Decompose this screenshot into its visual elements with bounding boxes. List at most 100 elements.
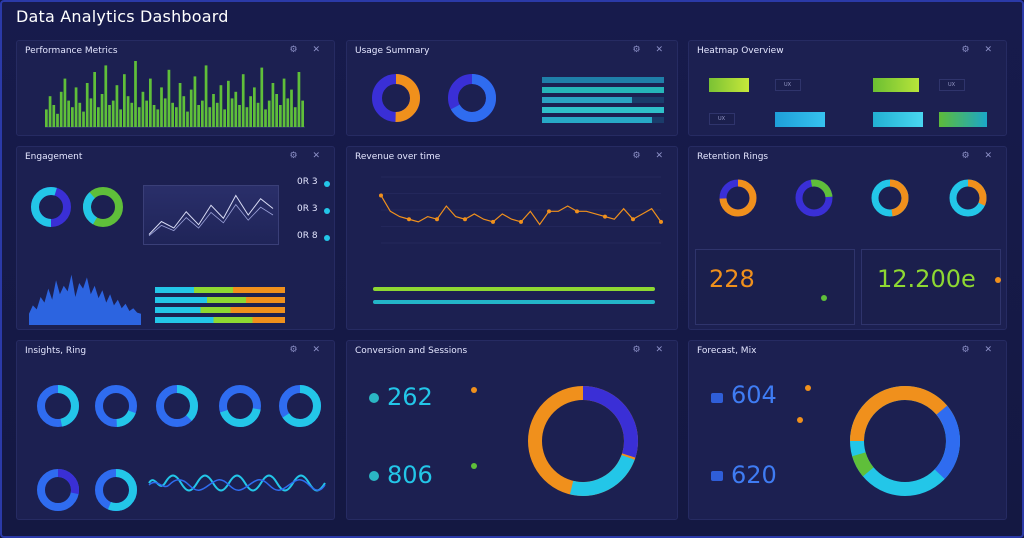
bar xyxy=(52,105,56,127)
bar xyxy=(111,100,115,127)
trend-chart xyxy=(148,194,274,237)
bar xyxy=(78,102,82,127)
panel-title: Usage Summary xyxy=(355,46,430,56)
bar xyxy=(89,98,93,127)
bar xyxy=(85,83,89,127)
panel-insights: Insights, Ring ⚙ ✕ xyxy=(16,340,335,520)
kpi-value: 604 xyxy=(731,381,777,409)
donut-chart xyxy=(37,469,79,511)
data-point xyxy=(575,209,579,214)
panel-actions[interactable]: ⚙ ✕ xyxy=(632,345,669,355)
donut-chart xyxy=(849,386,960,496)
panel-actions[interactable]: ⚙ ✕ xyxy=(289,151,326,161)
donut-chart xyxy=(37,385,79,427)
bar xyxy=(230,98,234,127)
data-point xyxy=(547,209,551,214)
bar xyxy=(156,109,160,127)
panel-title: Retention Rings xyxy=(697,152,769,162)
bar xyxy=(208,107,212,127)
bar xyxy=(145,100,148,127)
bar xyxy=(163,98,167,127)
heat-cell[interactable]: UX xyxy=(939,79,965,91)
bar xyxy=(267,100,271,127)
bar xyxy=(104,65,108,127)
bar xyxy=(301,100,304,127)
bar xyxy=(256,102,260,127)
bag-icon xyxy=(711,393,723,403)
bar xyxy=(141,91,145,127)
panel-retention: Retention Rings ⚙ ✕ 228 12.200e xyxy=(688,146,1007,330)
status-dot xyxy=(324,208,330,214)
heat-cell xyxy=(775,112,825,127)
bar xyxy=(149,78,152,127)
donut-chart xyxy=(95,385,137,427)
status-dot xyxy=(471,387,477,393)
panel-actions[interactable]: ⚙ ✕ xyxy=(289,45,326,55)
bar xyxy=(126,96,130,127)
panel-engagement: Engagement ⚙ ✕ 0R 3 0R 3 0R 8 xyxy=(16,146,335,330)
donut-chart xyxy=(83,187,123,227)
bar xyxy=(215,102,219,127)
bar xyxy=(93,72,96,127)
bar xyxy=(108,105,111,127)
heat-cell[interactable]: UX xyxy=(709,113,735,125)
donut-chart xyxy=(719,179,757,217)
progress-track xyxy=(373,287,655,291)
panel-actions[interactable]: ⚙ ✕ xyxy=(289,345,326,355)
data-point xyxy=(603,214,607,219)
panel-revenue: Revenue over time ⚙ ✕ xyxy=(346,146,678,330)
panel-title: Performance Metrics xyxy=(25,46,118,56)
metric-value: 0R 3 xyxy=(297,177,318,187)
status-dot xyxy=(805,385,811,391)
bar xyxy=(182,96,186,127)
status-dot xyxy=(471,463,477,469)
panel-actions[interactable]: ⚙ ✕ xyxy=(632,45,669,55)
bar xyxy=(74,87,78,127)
trend-chart-box xyxy=(143,185,279,245)
panel-actions[interactable]: ⚙ ✕ xyxy=(961,151,998,161)
data-point xyxy=(659,219,663,224)
bar xyxy=(238,105,241,127)
donut-chart xyxy=(795,179,833,217)
panel-actions[interactable]: ⚙ ✕ xyxy=(961,45,998,55)
bar xyxy=(249,96,252,127)
status-dot xyxy=(821,295,827,301)
panel-forecast: Forecast, Mix ⚙ ✕ 604 620 xyxy=(688,340,1007,520)
panel-actions[interactable]: ⚙ ✕ xyxy=(961,345,998,355)
kpi-value: 262 xyxy=(387,383,433,411)
bar xyxy=(82,111,85,127)
bar xyxy=(219,85,223,127)
panel-conversion: Conversion and Sessions ⚙ ✕ 262 806 xyxy=(346,340,678,520)
bar xyxy=(204,65,208,127)
panel-actions[interactable]: ⚙ ✕ xyxy=(632,151,669,161)
bar xyxy=(189,89,193,127)
bar xyxy=(167,69,171,127)
bar xyxy=(193,76,197,127)
bar xyxy=(290,89,293,127)
bar xyxy=(297,72,301,127)
donut-chart xyxy=(156,385,198,427)
kpi-value: 12.200e xyxy=(877,265,976,293)
data-point xyxy=(463,217,467,222)
status-dot xyxy=(369,393,379,403)
status-dot xyxy=(797,417,803,423)
status-dot xyxy=(369,471,379,481)
bar xyxy=(119,109,122,127)
donut-chart xyxy=(448,74,496,122)
bar xyxy=(100,94,104,127)
bar xyxy=(63,78,67,127)
donut-chart xyxy=(528,386,638,496)
data-point xyxy=(491,219,495,224)
bar xyxy=(71,107,74,127)
bar xyxy=(241,74,245,127)
heat-cell[interactable]: UX xyxy=(775,79,801,91)
bar xyxy=(223,109,226,127)
bar xyxy=(197,105,200,127)
bar xyxy=(275,94,278,127)
app-title: Data Analytics Dashboard xyxy=(16,7,229,26)
bar xyxy=(115,85,119,127)
panel-performance: Performance Metrics ⚙ ✕ xyxy=(16,40,335,136)
panel-title: Forecast, Mix xyxy=(697,346,757,356)
bar xyxy=(45,109,48,127)
bar xyxy=(160,87,163,127)
